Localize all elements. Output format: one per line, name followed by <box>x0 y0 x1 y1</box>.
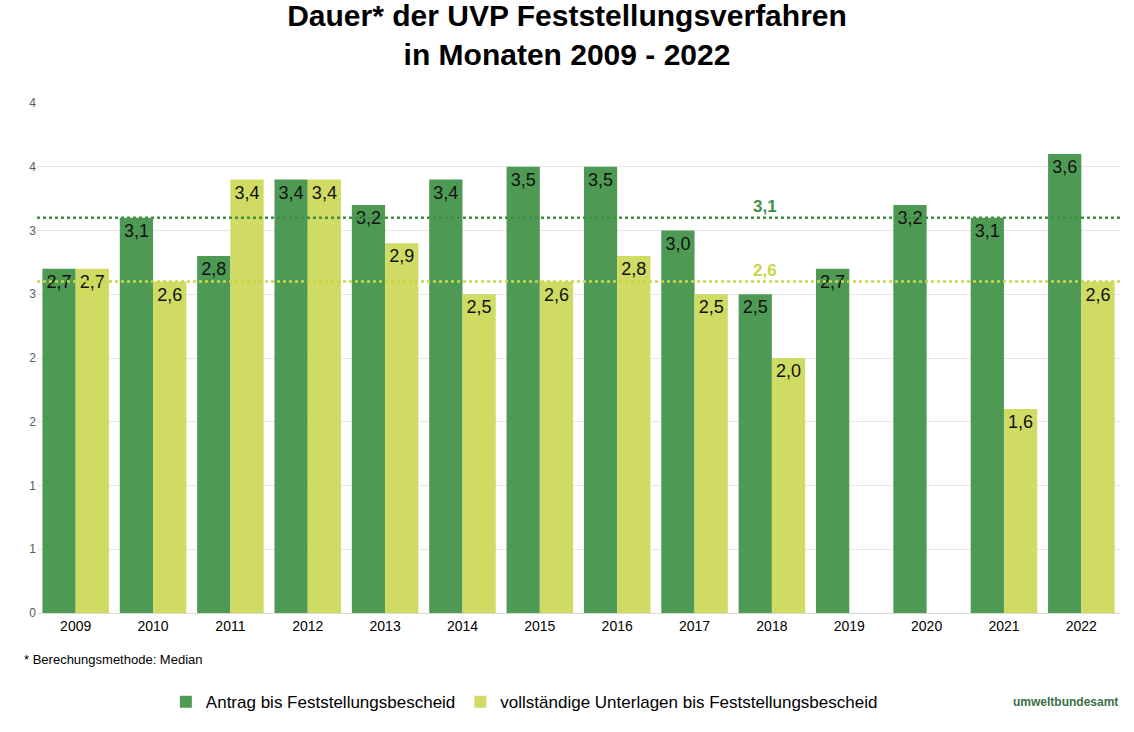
svg-text:2009: 2009 <box>60 618 91 634</box>
svg-text:2,8: 2,8 <box>621 259 646 279</box>
svg-text:3,1: 3,1 <box>124 221 149 241</box>
svg-text:2021: 2021 <box>988 618 1019 634</box>
svg-text:2,6: 2,6 <box>753 261 777 280</box>
svg-text:3,4: 3,4 <box>279 183 304 203</box>
svg-text:2019: 2019 <box>834 618 865 634</box>
svg-text:3,4: 3,4 <box>235 183 260 203</box>
svg-text:2011: 2011 <box>215 618 245 634</box>
svg-text:Dauer* der UVP Feststellungsve: Dauer* der UVP Feststellungsverfahrenin … <box>287 0 847 71</box>
svg-text:3,5: 3,5 <box>588 170 613 190</box>
svg-text:3,4: 3,4 <box>433 183 458 203</box>
svg-text:2,7: 2,7 <box>47 272 72 292</box>
svg-text:2017: 2017 <box>679 618 710 634</box>
svg-text:4: 4 <box>29 160 36 174</box>
svg-text:1: 1 <box>29 542 36 556</box>
svg-text:4: 4 <box>29 96 36 110</box>
svg-text:2016: 2016 <box>602 618 633 634</box>
svg-text:2018: 2018 <box>756 618 787 634</box>
svg-text:2,6: 2,6 <box>1085 285 1110 305</box>
svg-text:3: 3 <box>29 224 36 238</box>
svg-text:2013: 2013 <box>370 618 401 634</box>
svg-text:2014: 2014 <box>447 618 478 634</box>
svg-text:2,5: 2,5 <box>699 297 724 317</box>
svg-text:3,1: 3,1 <box>975 221 1000 241</box>
svg-text:3,0: 3,0 <box>665 234 690 254</box>
svg-text:0: 0 <box>29 606 36 620</box>
svg-text:2,8: 2,8 <box>201 259 226 279</box>
svg-text:2015: 2015 <box>524 618 555 634</box>
svg-text:2020: 2020 <box>911 618 942 634</box>
svg-text:3,6: 3,6 <box>1052 157 1077 177</box>
svg-text:3,4: 3,4 <box>312 183 337 203</box>
svg-text:2: 2 <box>29 415 36 429</box>
svg-text:2,9: 2,9 <box>389 246 414 266</box>
svg-text:vollständige Unterlagen bis Fe: vollständige Unterlagen bis Feststellung… <box>500 693 877 712</box>
svg-text:3,5: 3,5 <box>511 170 536 190</box>
svg-text:3: 3 <box>29 287 36 301</box>
svg-text:1,6: 1,6 <box>1008 412 1033 432</box>
svg-text:2,7: 2,7 <box>80 272 105 292</box>
svg-text:2,0: 2,0 <box>776 361 801 381</box>
svg-text:umweltbundesamt: umweltbundesamt <box>1013 695 1118 709</box>
svg-text:* Berechungsmethode: Median: * Berechungsmethode: Median <box>24 652 203 667</box>
svg-text:2012: 2012 <box>292 618 323 634</box>
svg-text:Antrag bis Feststellungsbesche: Antrag bis Feststellungsbescheid <box>206 693 455 712</box>
svg-text:2,6: 2,6 <box>544 285 569 305</box>
svg-text:2,7: 2,7 <box>820 272 845 292</box>
svg-text:1: 1 <box>29 479 36 493</box>
svg-text:3,2: 3,2 <box>356 208 381 228</box>
svg-text:2,6: 2,6 <box>157 285 182 305</box>
svg-text:3,2: 3,2 <box>897 208 922 228</box>
svg-text:2,5: 2,5 <box>743 297 768 317</box>
svg-text:2022: 2022 <box>1066 618 1097 634</box>
svg-text:2010: 2010 <box>137 618 168 634</box>
svg-text:3,1: 3,1 <box>753 197 777 216</box>
svg-text:2: 2 <box>29 351 36 365</box>
svg-text:2,5: 2,5 <box>467 297 492 317</box>
